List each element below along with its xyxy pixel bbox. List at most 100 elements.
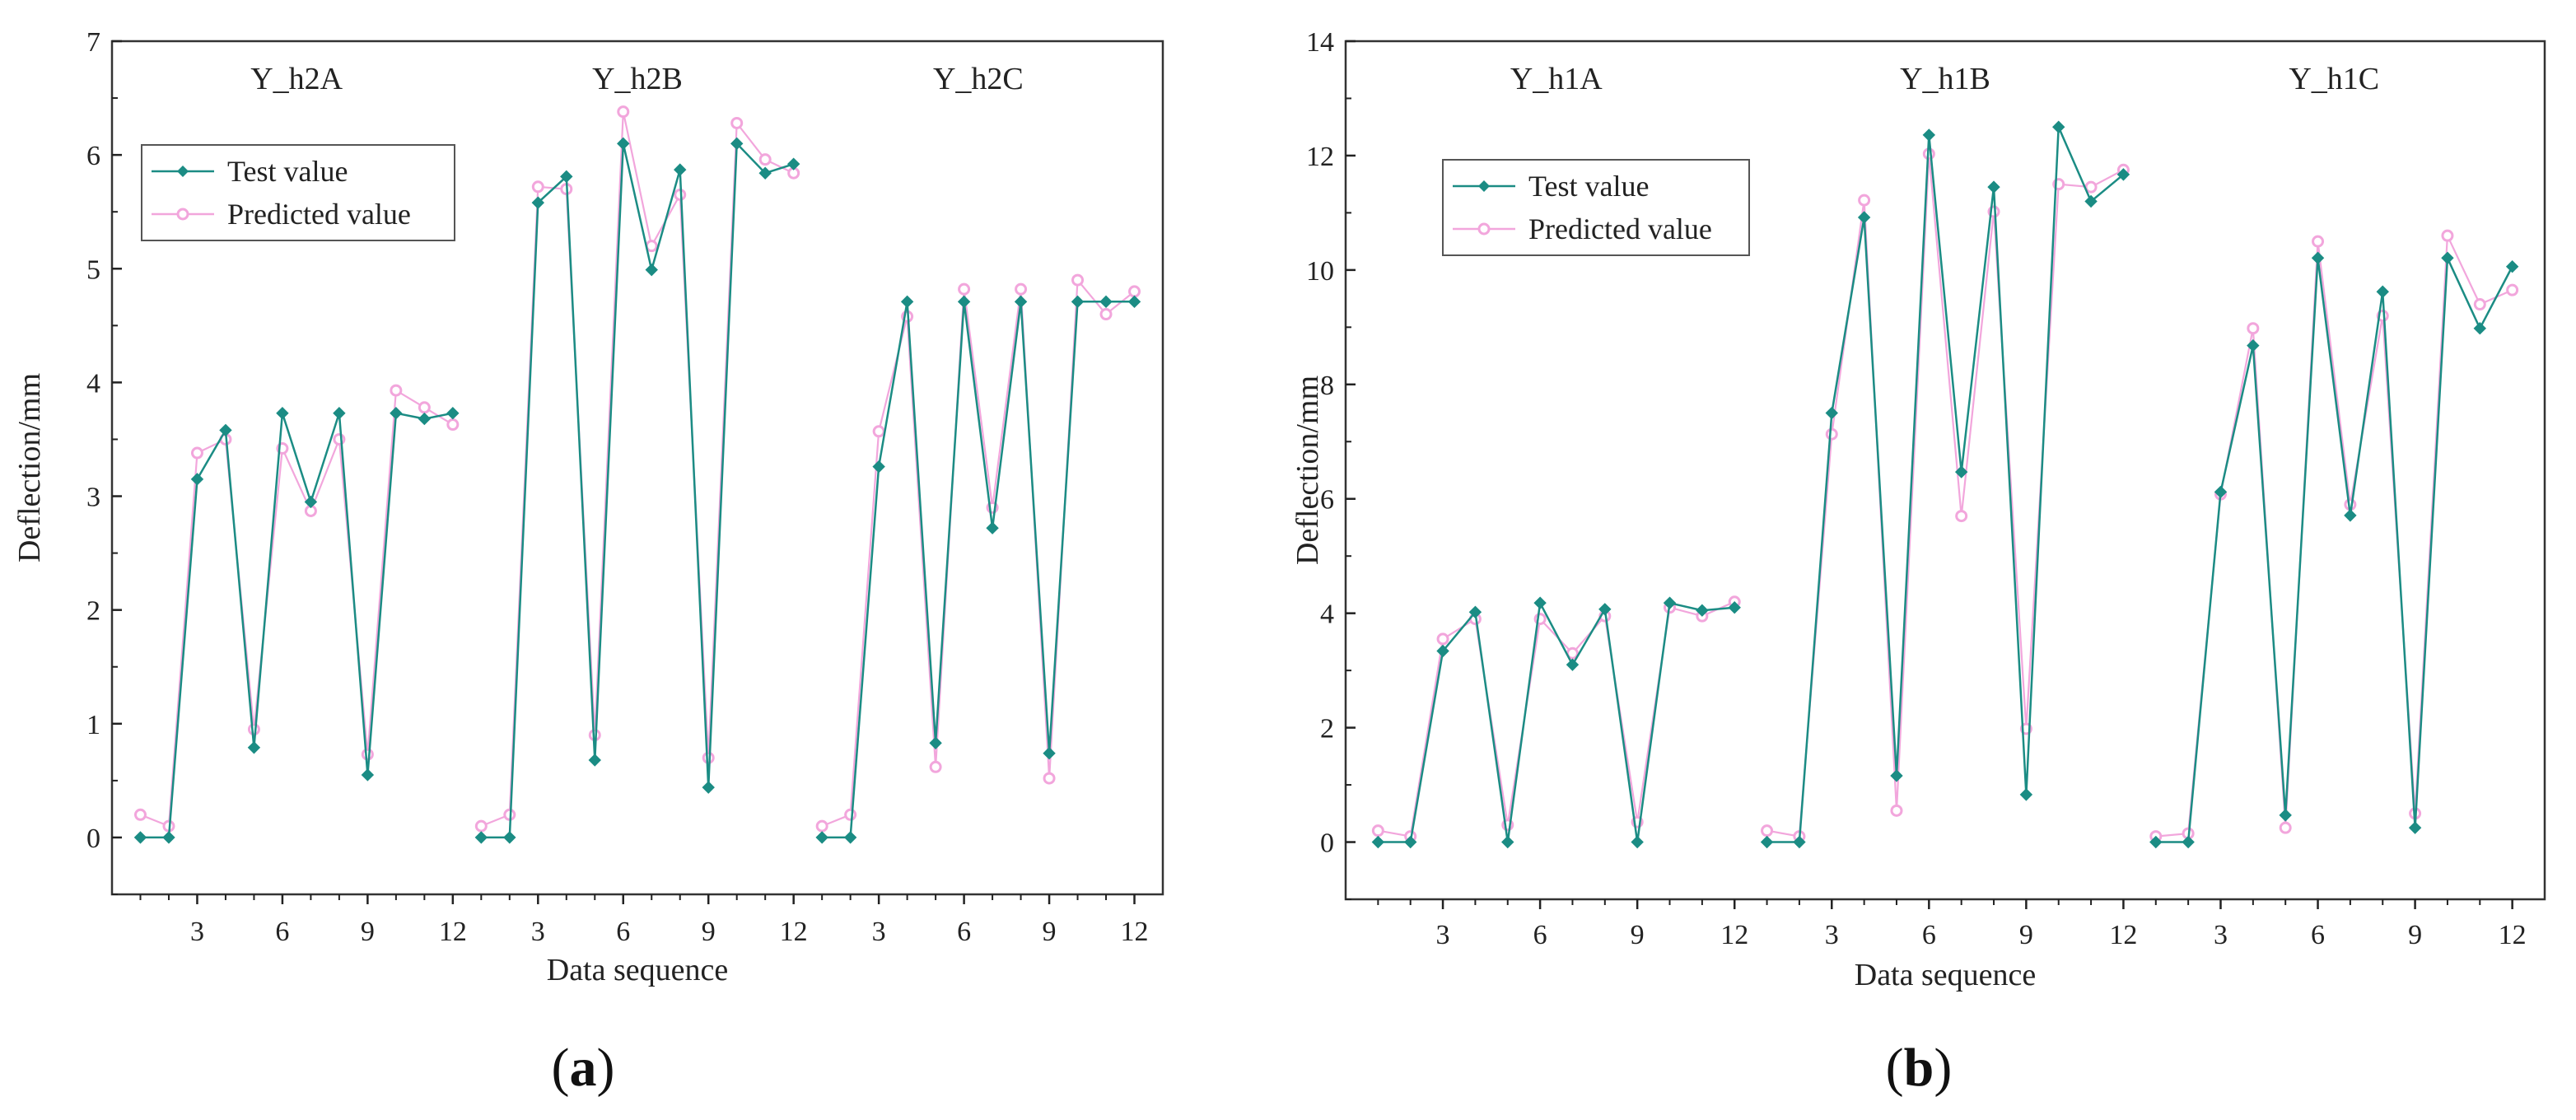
test-value-line [1378,600,1735,843]
test-value-line [481,141,795,839]
test-value-point [1954,465,1968,478]
predicted-value-point [418,401,431,414]
test-value-point [815,831,828,844]
x-tick-label: 12 [439,917,467,947]
predicted-value-point [1015,282,1028,296]
x-tick-label: 6 [1533,920,1547,950]
test-value-point [247,741,261,754]
legend-predicted-label: Predicted value [227,198,411,231]
test-value-point [1099,295,1113,309]
predicted-value-point [2441,229,2454,242]
test-value-line [1766,126,2125,843]
x-tick-label: 12 [2499,920,2527,950]
predicted-value-point [2247,322,2260,335]
predicted-value-point [474,819,488,833]
predicted-value-point [361,748,374,761]
predicted-value-point [958,282,971,296]
test-value-point [1728,601,1741,614]
y-tick-label: 2 [86,596,100,627]
test-value-point [162,831,175,844]
test-value-point [2376,285,2389,298]
test-value-point [1598,603,1612,616]
test-value-point [1825,406,1838,420]
test-value-point [1071,295,1085,309]
test-value-point [2408,821,2422,834]
test-value-point [190,473,204,486]
y-axis-title: Deflection/mm [1290,376,1325,565]
legend-predicted-label: Predicted value [1528,212,1712,245]
x-tick-label: 12 [1121,917,1149,947]
x-tick-label: 9 [2019,920,2033,950]
group-label: Y_h2A [250,62,343,96]
test-value-point [1403,835,1417,849]
test-value-point [2116,168,2130,181]
test-value-point [2084,194,2098,208]
y-tick-label: 10 [1306,256,1334,287]
panel-label: (a) [552,1038,615,1098]
predicted-value-point [815,819,828,833]
predicted-value-line [1766,153,2124,838]
predicted-value-point [1128,285,1141,298]
test-value-point [1468,605,1482,618]
test-value-point [1987,180,2000,194]
y-tick-label: 4 [86,368,100,399]
test-value-point [333,406,346,420]
test-value-point [2052,120,2065,133]
x-tick-label: 6 [275,917,289,947]
test-value-point [304,495,318,509]
legend-predicted-marker [1477,222,1491,236]
test-value-point [2505,259,2519,273]
test-value-point [1566,658,1580,671]
predicted-value-point [1043,772,1056,785]
test-value-point [1371,835,1385,849]
group-label: Y_h1A [1510,62,1603,96]
test-value-point [1760,835,1774,849]
test-value-line [2155,257,2513,843]
predicted-value-point [645,240,658,253]
predicted-value-point [872,425,885,438]
predicted-value-point [1436,632,1449,646]
test-value-point [1890,769,1903,782]
x-tick-label: 3 [190,917,204,947]
group-label: Y_h1B [1900,62,1990,96]
predicted-value-point [2312,235,2325,248]
x-tick-label: 9 [1043,917,1057,947]
group-label: Y_h1C [2289,62,2379,96]
test-value-point [617,137,630,151]
test-value-point [1501,835,1514,849]
test-value-point [560,170,573,184]
x-tick-label: 6 [616,917,630,947]
predicted-value-point [2084,180,2098,194]
group-label: Y_h2C [933,62,1024,96]
predicted-value-point [1371,824,1384,838]
y-tick-label: 6 [1320,485,1334,516]
group-label: Y_h2B [592,62,683,96]
legend-box [141,144,455,241]
predicted-value-point [247,723,260,736]
test-value-point [588,754,601,767]
y-tick-label: 1 [86,710,100,740]
test-value-point [133,831,147,844]
test-value-point [2247,338,2260,352]
predicted-value-point [730,116,744,129]
test-value-point [1014,295,1028,309]
test-value-point [2214,485,2228,499]
legend-predicted-marker [176,208,189,221]
x-tick-label: 9 [361,917,375,947]
test-value-point [2311,251,2325,264]
test-value-point [929,736,942,749]
x-tick-label: 9 [2408,920,2422,950]
x-tick-label: 3 [2214,920,2228,950]
x-axis-title: Data sequence [547,953,729,987]
test-value-point [474,831,488,844]
predicted-value-point [1761,824,1774,838]
y-tick-label: 4 [1320,600,1334,630]
y-tick-label: 14 [1306,27,1334,58]
x-tick-label: 12 [1720,920,1748,950]
predicted-value-point [2473,298,2486,311]
test-value-point [786,157,800,170]
y-axis-title: Deflection/mm [12,373,47,562]
predicted-value-point [702,751,715,764]
test-value-point [730,137,744,151]
